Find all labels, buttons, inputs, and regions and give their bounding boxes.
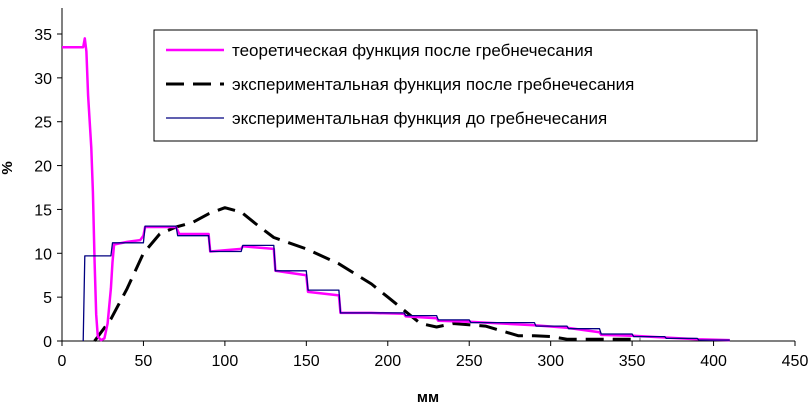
y-tick-label: 25 — [34, 115, 52, 132]
x-axis-title: мм — [417, 389, 439, 406]
y-tick-label: 30 — [34, 71, 52, 88]
series-line-3 — [82, 225, 730, 342]
y-tick-label: 20 — [34, 159, 52, 176]
x-tick-label: 150 — [293, 353, 320, 370]
y-tick-label: 5 — [43, 290, 52, 307]
y-tick-label: 10 — [34, 246, 52, 263]
ticks: 0 50 100 150 200 250 300 350 400 450 0 5 10 15 20 25 30 3… — [34, 27, 808, 370]
x-tick-label: 450 — [782, 353, 809, 370]
y-tick-label: 15 — [34, 202, 52, 219]
legend-box — [153, 29, 758, 142]
axes — [61, 8, 795, 342]
series-line-2 — [93, 206, 641, 342]
x-tick-label: 350 — [619, 353, 646, 370]
series-group — [62, 37, 730, 342]
x-tick-label: 50 — [135, 353, 153, 370]
x-tick-label: 400 — [700, 353, 727, 370]
y-axis-title: % — [0, 161, 16, 174]
x-tick-label: 0 — [58, 353, 67, 370]
x-tick-label: 200 — [374, 353, 401, 370]
legend-label-3: экспериментальная функция до гребнечесан… — [232, 109, 607, 128]
x-tick-label: 250 — [456, 353, 483, 370]
legend: теоретическая функция после гребнечесани… — [153, 29, 758, 142]
x-tick-label: 100 — [212, 353, 239, 370]
x-tick-label: 300 — [537, 353, 564, 370]
legend-label-1: теоретическая функция после гребнечесани… — [232, 41, 593, 60]
y-tick-label: 0 — [43, 334, 52, 351]
y-tick-label: 35 — [34, 27, 52, 44]
legend-label-2: экспериментальная функция после гребнече… — [232, 75, 634, 94]
